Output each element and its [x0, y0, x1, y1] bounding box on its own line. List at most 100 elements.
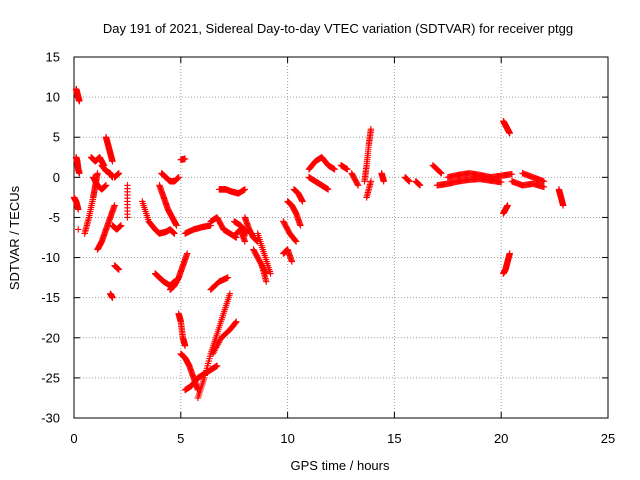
- series-arc-42: [305, 174, 332, 193]
- series-arc-31: [231, 218, 251, 237]
- data-point: [508, 170, 516, 178]
- data-point: [297, 222, 304, 229]
- data-point: [559, 202, 567, 209]
- series-arc-02: [72, 154, 83, 177]
- x-tick-labels: 0 5 10 15 20 25: [70, 431, 615, 446]
- data-point: [124, 214, 131, 221]
- y-tick-label: -20: [41, 330, 60, 345]
- data-point: [226, 290, 234, 297]
- data-point: [324, 186, 332, 193]
- y-tick-labels: 15 10 5 0 -5 -10 -15 -20 -25 -30: [41, 50, 60, 426]
- series-arc-28: [181, 222, 214, 237]
- data-point: [504, 202, 511, 209]
- data-point: [233, 318, 240, 325]
- data-point: [540, 183, 548, 191]
- y-tick-label: 0: [53, 170, 60, 185]
- data-point: [354, 180, 361, 188]
- series-arc-50: [429, 162, 445, 177]
- x-tick-label: 15: [387, 431, 401, 446]
- data-point: [406, 178, 413, 185]
- series-arc-46: [363, 178, 375, 201]
- data-point: [506, 250, 513, 257]
- series-arc-15: [124, 182, 131, 221]
- series-arc-44: [348, 170, 362, 189]
- series-arc-04: [75, 226, 82, 233]
- series-arc-26: [207, 274, 231, 293]
- data-point: [94, 170, 101, 177]
- y-tick-label: -10: [41, 250, 60, 265]
- data-point: [437, 169, 444, 176]
- data-point: [181, 342, 189, 349]
- series-arc-27: [209, 318, 240, 358]
- series-arc-07: [90, 174, 110, 193]
- series-arc-49: [412, 178, 424, 189]
- data-point: [354, 182, 362, 189]
- data-point: [173, 222, 180, 229]
- y-tick-label: 5: [53, 130, 60, 145]
- data-point: [175, 174, 182, 181]
- data-point: [171, 230, 178, 237]
- x-tick-label: 10: [280, 431, 294, 446]
- data-point: [288, 258, 296, 265]
- data-point: [111, 202, 118, 209]
- series-arc-38: [280, 218, 300, 245]
- x-tick-label: 20: [494, 431, 508, 446]
- y-tick-label: 10: [46, 90, 60, 105]
- data-point: [75, 226, 82, 233]
- chart-title: Day 191 of 2021, Sidereal Day-to-day VTE…: [103, 21, 573, 36]
- series-arc-06: [87, 154, 108, 169]
- data-point: [438, 170, 445, 177]
- series-arc-25: [194, 290, 234, 402]
- data-point: [109, 158, 116, 165]
- data-point: [76, 97, 83, 105]
- series-arc-14: [111, 170, 123, 181]
- series-arc-58: [555, 186, 567, 209]
- data-point: [506, 130, 513, 137]
- series-arc-11: [107, 290, 116, 301]
- axis-ticks: [73, 56, 609, 419]
- x-axis-label: GPS time / hours: [291, 458, 390, 473]
- series-arc-54: [500, 202, 511, 217]
- y-axis-label: SDTVAR / TECUs: [7, 185, 22, 290]
- series-arc-17: [151, 270, 178, 289]
- series-arc-08: [94, 202, 118, 253]
- series-arc-01: [70, 194, 82, 213]
- y-tick-label: -30: [41, 411, 60, 426]
- data-point: [75, 206, 82, 213]
- data-point: [241, 186, 249, 193]
- x-tick-label: 0: [70, 431, 77, 446]
- data-point: [380, 178, 387, 185]
- y-tick-label: -25: [41, 370, 60, 385]
- data-point: [184, 250, 191, 257]
- series-arc-40: [290, 186, 306, 205]
- series-arc-39: [284, 198, 304, 229]
- series-arc-47: [378, 170, 387, 185]
- series-arc-55: [500, 250, 513, 277]
- data-point: [292, 238, 300, 245]
- series-arc-35: [254, 230, 274, 277]
- series-arc-32: [233, 226, 249, 245]
- series-arc-53: [500, 117, 513, 137]
- series-arc-21: [177, 155, 189, 163]
- x-tick-label: 5: [177, 431, 184, 446]
- y-tick-label: -5: [48, 210, 60, 225]
- data-point: [224, 274, 231, 281]
- data-point: [267, 270, 274, 277]
- x-tick-label: 25: [601, 431, 615, 446]
- data-point: [367, 126, 375, 133]
- series-arc-20: [166, 250, 191, 293]
- series-arc-16: [139, 198, 178, 237]
- series-arc-09: [102, 134, 116, 165]
- series-arc-19: [158, 170, 182, 185]
- series-arc-57: [519, 170, 548, 185]
- series-arc-36: [258, 262, 270, 285]
- series-arc-29: [207, 214, 240, 241]
- data-point: [540, 178, 548, 185]
- data-point: [292, 237, 299, 244]
- y-tick-label: -15: [41, 290, 60, 305]
- data-point: [76, 170, 83, 177]
- series-arc-41: [305, 154, 338, 173]
- data-point: [115, 266, 123, 273]
- data-point: [367, 178, 375, 185]
- data-point: [344, 166, 351, 173]
